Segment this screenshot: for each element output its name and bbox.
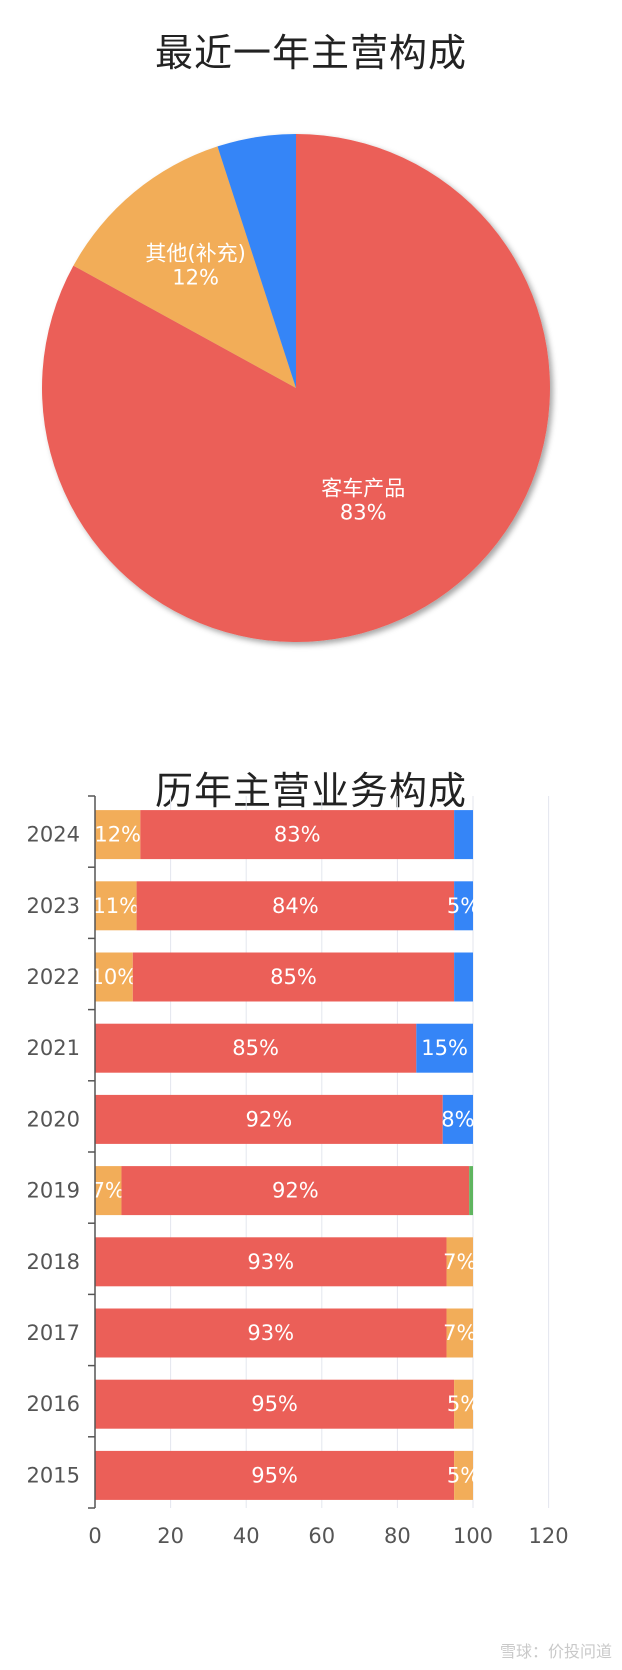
bar-segment-label: 10%: [91, 965, 138, 989]
y-tick-label: 2024: [27, 823, 80, 847]
y-tick-label: 2018: [27, 1250, 80, 1274]
y-tick-label: 2017: [27, 1321, 80, 1345]
pie-slice-name-label: 客车产品: [321, 477, 405, 501]
bar-segment: [454, 810, 473, 860]
bar-segment: [454, 881, 473, 931]
bar-segment-label: 7%: [443, 1321, 476, 1345]
bar-segment: [95, 881, 137, 931]
bar-segment-label: 95%: [251, 1463, 298, 1487]
bar-segment-label: 85%: [232, 1036, 279, 1060]
bar-segment: [121, 1166, 470, 1216]
x-tick-label: 0: [88, 1524, 101, 1548]
y-tick-label: 2023: [27, 894, 80, 918]
pie-chart-title: 最近一年主营构成: [154, 31, 467, 75]
x-tick-label: 80: [384, 1524, 411, 1548]
x-tick-label: 20: [157, 1524, 184, 1548]
bar-segment-label: 5%: [447, 894, 480, 918]
bar-segment-label: 92%: [272, 1179, 319, 1203]
bar-segment: [95, 1166, 122, 1216]
bar-segment-label: 85%: [270, 965, 317, 989]
bar-segment-label: 15%: [421, 1036, 468, 1060]
bar-segment: [95, 952, 133, 1002]
bar-segment: [454, 952, 473, 1002]
x-tick-label: 40: [233, 1524, 260, 1548]
pie-slice-percent-label: 83%: [340, 501, 387, 525]
bar-segment-label: 83%: [274, 823, 321, 847]
bar-segment: [140, 810, 455, 860]
bar-segment: [95, 1023, 417, 1073]
bar-segment: [454, 1450, 473, 1500]
y-tick-label: 2021: [27, 1036, 80, 1060]
bar-segment-label: 12%: [94, 823, 141, 847]
bar-segment: [95, 1379, 455, 1429]
bar-segment-label: 95%: [251, 1392, 298, 1416]
y-tick-label: 2020: [27, 1107, 80, 1131]
bar-segment: [132, 952, 455, 1002]
bar-segment: [136, 881, 455, 931]
bar-segment-label: 92%: [246, 1107, 293, 1131]
bar-segment: [469, 1166, 473, 1216]
pie-slice-name-label: 其他(补充): [145, 242, 245, 266]
bar-chart-title: 历年主营业务构成: [154, 769, 467, 813]
bar-segment: [446, 1308, 473, 1358]
bar-segment-label: 5%: [447, 1392, 480, 1416]
bar-segment: [454, 1379, 473, 1429]
y-tick-label: 2022: [27, 965, 80, 989]
bar-segment: [442, 1094, 473, 1144]
x-tick-label: 100: [453, 1524, 493, 1548]
watermark-text: 雪球：价投问道: [499, 1642, 612, 1661]
bar-segment: [95, 1308, 447, 1358]
bar-segment-label: 7%: [92, 1179, 125, 1203]
y-tick-label: 2016: [27, 1392, 80, 1416]
pie-slice-percent-label: 12%: [172, 266, 219, 290]
bar-segment-label: 5%: [447, 1463, 480, 1487]
y-tick-label: 2019: [27, 1179, 80, 1203]
bar-segment-label: 93%: [247, 1321, 294, 1345]
x-tick-label: 120: [529, 1524, 569, 1548]
pie-slice: [73, 146, 296, 388]
bar-segment-label: 7%: [443, 1250, 476, 1274]
bar-segment: [95, 1450, 455, 1500]
bar-segment: [416, 1023, 473, 1073]
bar-segment: [95, 1237, 447, 1287]
bar-segment-label: 93%: [247, 1250, 294, 1274]
bar-segment-label: 11%: [92, 894, 139, 918]
bar-segment-label: 84%: [272, 894, 319, 918]
bar-segment: [446, 1237, 473, 1287]
bar-segment-label: 8%: [441, 1107, 474, 1131]
pie-slice: [217, 134, 296, 388]
y-tick-label: 2015: [27, 1463, 80, 1487]
x-tick-label: 60: [308, 1524, 335, 1548]
bar-segment: [95, 1094, 443, 1144]
bar-segment: [95, 810, 141, 860]
